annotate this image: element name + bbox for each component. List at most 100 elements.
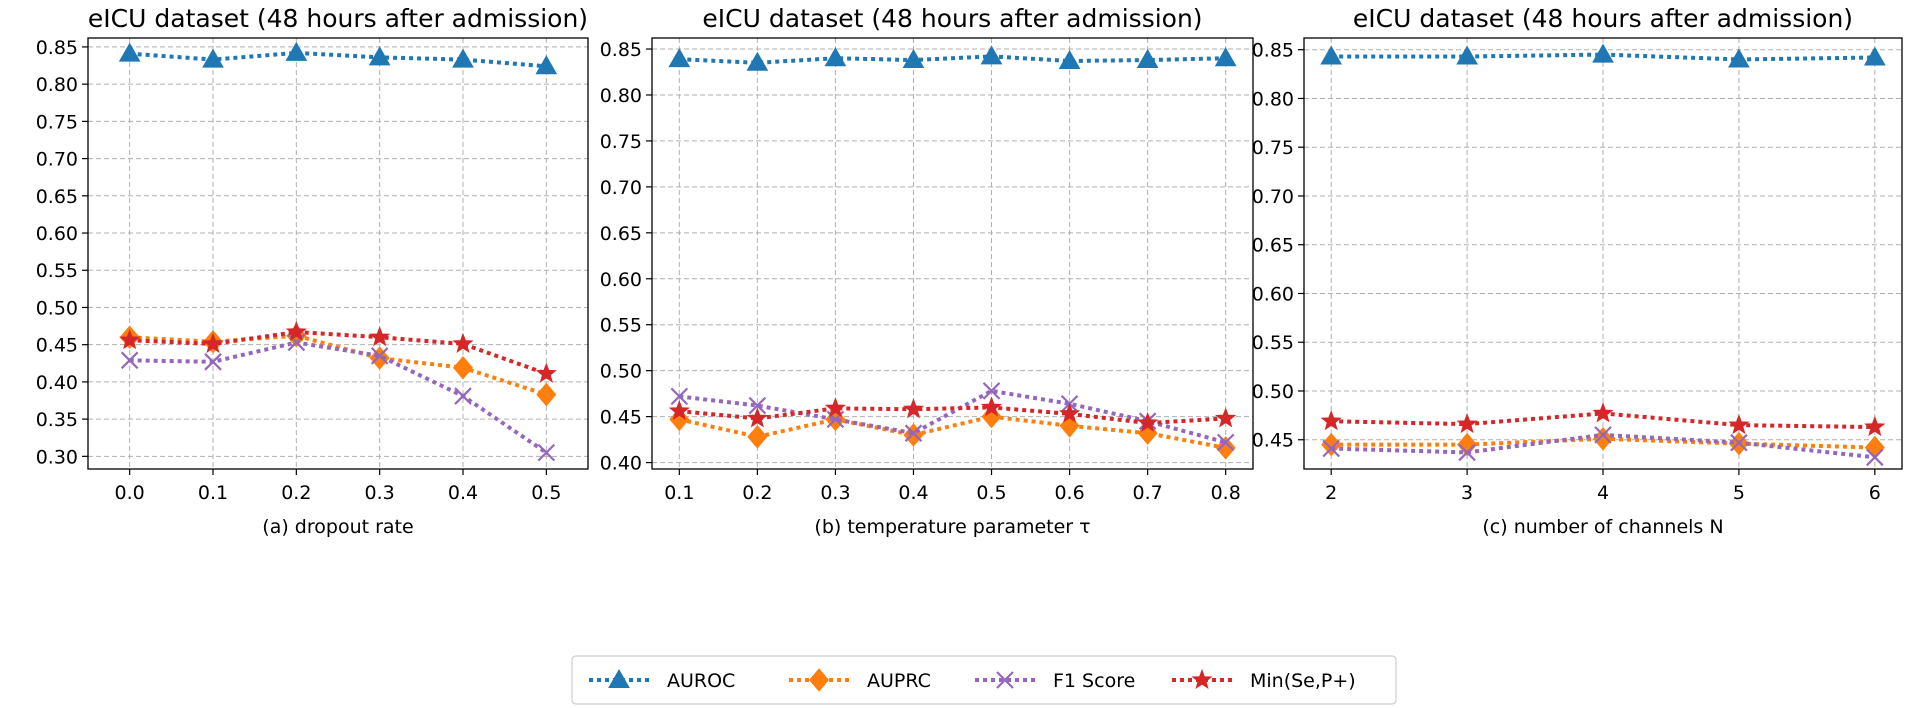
- y-tick-label: 0.75: [600, 131, 642, 153]
- y-tick-label: 0.70: [36, 149, 78, 171]
- data-point-min-se-p: [369, 326, 391, 347]
- y-tick-label: 0.55: [36, 260, 78, 282]
- x-axis: 0.0 0.1 0.2 0.3 0.4 0.5: [115, 469, 561, 504]
- series-line-f1-score: [129, 340, 548, 455]
- data-point-auroc: [1863, 46, 1886, 66]
- data-point-min-se-p: [1215, 407, 1237, 428]
- series-auroc: [1320, 43, 1886, 68]
- data-point-f1-score: [204, 353, 222, 371]
- data-point-auprc: [536, 382, 557, 407]
- series-line-auroc: [129, 50, 547, 69]
- data-point-auroc: [1728, 48, 1750, 68]
- legend-item-f1-score: F1 Score: [975, 670, 1135, 692]
- series-auroc: [118, 41, 558, 75]
- series-line-min-se-p: [679, 405, 1226, 426]
- y-tick-label: 0.70: [1252, 186, 1294, 208]
- chart-panel-3: 0.45 0.50 0.55 0.60 0.65 0.70 0.75 0.80 0.85 2 3 4 5…: [1252, 4, 1903, 538]
- y-tick-label: 0.60: [36, 223, 78, 245]
- data-point-min-se-p: [535, 362, 557, 383]
- x-tick-label: 0.4: [448, 482, 478, 504]
- x-tick-label: 0.2: [742, 482, 772, 504]
- data-point-f1-score: [982, 382, 1001, 400]
- data-point-auroc: [824, 47, 847, 67]
- data-point-min-se-p: [1320, 410, 1342, 431]
- data-point-auroc: [1058, 49, 1081, 69]
- x-axis-label: (c) number of channels N: [1482, 516, 1723, 538]
- data-point-f1-score: [1594, 426, 1612, 444]
- x-axis: 0.1 0.2 0.3 0.4 0.5 0.6 0.7 0.8: [664, 469, 1241, 504]
- data-point-min-se-p: [1592, 402, 1614, 423]
- y-tick-label: 0.50: [600, 361, 642, 383]
- data-point-f1-score: [454, 387, 472, 405]
- chart-title: eICU dataset (48 hours after admission): [88, 4, 588, 33]
- series-line-f1-score: [679, 388, 1227, 445]
- y-tick-label: 0.75: [36, 111, 78, 133]
- data-point-auprc: [1321, 432, 1342, 457]
- y-tick-label: 0.70: [600, 177, 642, 199]
- gridlines: [88, 38, 588, 469]
- x-tick-label: 5: [1733, 482, 1745, 504]
- series-auroc: [668, 45, 1237, 71]
- data-point-auroc: [202, 48, 224, 68]
- y-tick-label: 0.45: [600, 407, 642, 429]
- series-f1-score: [120, 333, 556, 462]
- data-point-auroc: [746, 51, 769, 71]
- y-tick-label: 0.65: [600, 223, 642, 245]
- series-auprc: [119, 323, 557, 407]
- x-tick-label: 4: [1597, 482, 1609, 504]
- y-tick-label: 0.85: [600, 39, 642, 61]
- data-point-f1-score: [1730, 433, 1748, 452]
- x-axis-label: (b) temperature parameter τ: [814, 516, 1090, 538]
- data-point-auprc: [747, 425, 768, 449]
- legend-marker-diamond: [808, 668, 830, 692]
- data-point-auroc: [1214, 47, 1237, 67]
- x-tick-label: 0.1: [198, 482, 228, 504]
- y-tick-label: 0.55: [600, 315, 642, 337]
- x-axis-label: (a) dropout rate: [262, 516, 413, 538]
- legend-label: Min(Se,P+): [1250, 670, 1356, 692]
- y-tick-label: 0.65: [1252, 235, 1294, 257]
- data-point-min-se-p: [902, 398, 925, 419]
- y-tick-label: 0.80: [1252, 88, 1294, 110]
- x-tick-label: 3: [1461, 482, 1473, 504]
- data-point-auroc: [1592, 43, 1614, 63]
- x-tick-label: 6: [1869, 482, 1881, 504]
- data-point-min-se-p: [202, 332, 224, 353]
- y-tick-label: 0.35: [36, 409, 78, 431]
- data-point-auroc: [118, 42, 141, 62]
- legend-label: AUROC: [667, 670, 735, 692]
- y-tick-label: 0.50: [1252, 381, 1294, 403]
- x-tick-label: 0.2: [281, 482, 311, 504]
- data-point-auprc: [1457, 432, 1478, 457]
- plot-frame: [1303, 37, 1903, 470]
- data-point-auroc: [285, 41, 308, 61]
- y-axis: 0.40 0.45 0.50 0.55 0.60 0.65 0.70 0.75 0.80 0.85: [600, 39, 652, 475]
- data-point-auroc: [368, 46, 391, 66]
- series-line-auroc: [1331, 52, 1875, 62]
- data-point-f1-score: [1216, 433, 1235, 452]
- y-axis: 0.45 0.50 0.55 0.60 0.65 0.70 0.75 0.80 0.85: [1252, 40, 1304, 452]
- data-point-f1-score: [370, 347, 389, 365]
- y-tick-label: 0.45: [36, 335, 78, 357]
- chart-title: eICU dataset (48 hours after admission): [702, 4, 1202, 33]
- data-point-f1-score: [748, 396, 767, 415]
- series-min-se-p: [668, 396, 1237, 433]
- y-tick-label: 0.40: [600, 453, 642, 475]
- gridlines: [652, 38, 1253, 469]
- data-point-min-se-p: [452, 332, 474, 353]
- x-tick-label: 0.3: [820, 482, 850, 504]
- data-point-auprc: [452, 355, 474, 380]
- data-point-f1-score: [670, 387, 689, 406]
- data-point-auroc: [1136, 49, 1159, 69]
- y-tick-label: 0.85: [1252, 40, 1294, 62]
- data-point-min-se-p: [119, 329, 141, 350]
- legend-item-auroc: AUROC: [589, 668, 735, 692]
- data-point-auroc: [902, 49, 925, 69]
- x-tick-label: 0.4: [898, 482, 928, 504]
- series-auprc: [1321, 426, 1885, 460]
- x-tick-label: 0.8: [1211, 482, 1241, 504]
- x-tick-label: 0.5: [976, 482, 1006, 504]
- data-point-f1-score: [904, 424, 923, 442]
- data-point-auroc: [668, 48, 691, 68]
- y-tick-label: 0.40: [36, 372, 78, 394]
